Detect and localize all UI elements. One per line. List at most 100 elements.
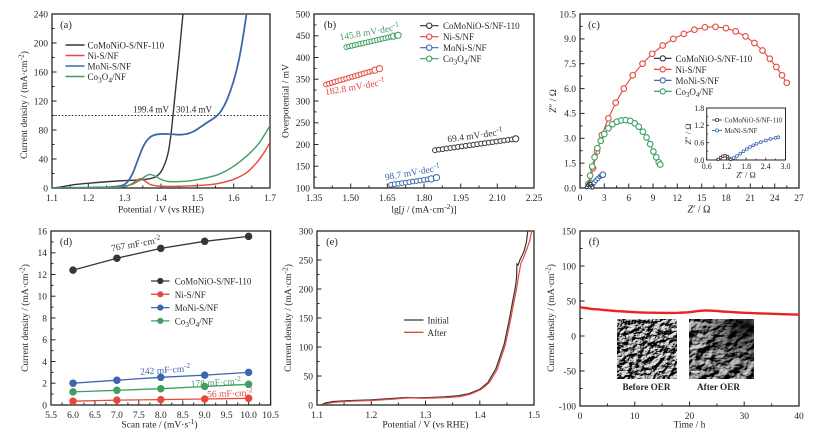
svg-text:1.4: 1.4 bbox=[474, 411, 486, 421]
svg-text:1.50: 1.50 bbox=[342, 194, 359, 204]
svg-text:8.5: 8.5 bbox=[177, 411, 189, 421]
svg-text:Current density / (mA·cm-2​): Current density / (mA·cm-2​) bbox=[281, 264, 295, 372]
svg-text:CoMoNiO-S/NF-110: CoMoNiO-S/NF-110 bbox=[175, 277, 252, 287]
svg-text:240: 240 bbox=[34, 10, 49, 20]
svg-text:10.5: 10.5 bbox=[559, 10, 576, 20]
svg-text:1.3: 1.3 bbox=[420, 411, 432, 421]
svg-text:(f): (f) bbox=[589, 237, 600, 248]
svg-text:Time / h: Time / h bbox=[674, 421, 706, 431]
svg-text:0: 0 bbox=[42, 401, 47, 411]
svg-text:301.4 mV: 301.4 mV bbox=[176, 104, 213, 114]
svg-text:300: 300 bbox=[299, 227, 314, 237]
svg-text:(d): (d) bbox=[60, 237, 73, 248]
svg-text:200: 200 bbox=[296, 141, 311, 151]
svg-text:CoMoNiO-S/NF-110: CoMoNiO-S/NF-110 bbox=[443, 21, 520, 31]
svg-text:Current density / (mA·cm-2​): Current density / (mA·cm-2​) bbox=[18, 264, 32, 372]
svg-text:500: 500 bbox=[296, 10, 311, 20]
svg-text:80: 80 bbox=[39, 126, 49, 136]
svg-text:6.0: 6.0 bbox=[564, 85, 576, 95]
svg-text:(e): (e) bbox=[326, 237, 338, 248]
svg-text:7.5: 7.5 bbox=[133, 411, 145, 421]
svg-text:CoMoNiO-S/NF-110: CoMoNiO-S/NF-110 bbox=[676, 54, 753, 64]
svg-text:9.5: 9.5 bbox=[221, 411, 233, 421]
svg-text:27: 27 bbox=[794, 194, 804, 204]
svg-text:16: 16 bbox=[38, 227, 48, 237]
svg-text:200: 200 bbox=[299, 285, 314, 295]
svg-text:Current density / (mA·cm-2​): Current density / (mA·cm-2​) bbox=[17, 51, 31, 159]
svg-text:0: 0 bbox=[571, 332, 576, 342]
svg-text:100: 100 bbox=[562, 262, 577, 272]
svg-text:1.4: 1.4 bbox=[155, 194, 167, 204]
svg-text:2: 2 bbox=[42, 380, 47, 390]
svg-text:4: 4 bbox=[42, 358, 47, 368]
svg-text:450: 450 bbox=[296, 32, 311, 42]
svg-text:3: 3 bbox=[602, 194, 607, 204]
svg-text:14: 14 bbox=[38, 249, 48, 259]
svg-text:CoMoNiO-S/NF-110: CoMoNiO-S/NF-110 bbox=[88, 41, 165, 51]
svg-text:150: 150 bbox=[562, 227, 577, 237]
svg-text:10: 10 bbox=[38, 293, 48, 303]
svg-text:lg[j / (mA·cm-2​)]: lg[j / (mA·cm-2​)] bbox=[391, 202, 456, 216]
svg-text:Z″ / Ω: Z″ / Ω bbox=[683, 123, 693, 144]
svg-text:6.0: 6.0 bbox=[67, 411, 79, 421]
svg-text:Ni-S/NF: Ni-S/NF bbox=[443, 32, 474, 42]
svg-text:(a): (a) bbox=[60, 20, 72, 31]
svg-text:1.8: 1.8 bbox=[694, 104, 704, 113]
svg-text:Ni-S/NF: Ni-S/NF bbox=[88, 51, 119, 61]
svg-text:Z′ / Ω: Z′ / Ω bbox=[736, 170, 756, 180]
svg-text:21: 21 bbox=[746, 194, 756, 204]
svg-text:Potential / V (vs RHE): Potential / V (vs RHE) bbox=[382, 420, 468, 431]
svg-text:7.5: 7.5 bbox=[564, 60, 576, 70]
svg-text:7.0: 7.0 bbox=[111, 411, 123, 421]
svg-text:1.95: 1.95 bbox=[452, 194, 469, 204]
svg-text:Before OER: Before OER bbox=[622, 382, 670, 392]
svg-text:2.10: 2.10 bbox=[489, 194, 506, 204]
svg-text:Z″ / Ω: Z″ / Ω bbox=[549, 89, 559, 113]
svg-text:5.5: 5.5 bbox=[45, 411, 57, 421]
svg-text:0: 0 bbox=[43, 184, 48, 194]
svg-text:9: 9 bbox=[651, 194, 656, 204]
svg-text:After OER: After OER bbox=[697, 382, 740, 392]
svg-text:0: 0 bbox=[578, 194, 583, 204]
svg-text:120: 120 bbox=[34, 97, 49, 107]
svg-text:300: 300 bbox=[296, 97, 311, 107]
svg-text:(c): (c) bbox=[588, 20, 600, 31]
svg-text:MoNi-S/NF: MoNi-S/NF bbox=[175, 303, 219, 313]
svg-text:1.5: 1.5 bbox=[564, 159, 576, 169]
svg-text:40: 40 bbox=[794, 412, 804, 422]
svg-text:24: 24 bbox=[770, 194, 780, 204]
svg-text:0.0: 0.0 bbox=[564, 184, 576, 194]
svg-text:(b): (b) bbox=[324, 20, 337, 31]
svg-text:20: 20 bbox=[685, 412, 695, 422]
svg-text:0: 0 bbox=[308, 401, 313, 411]
svg-text:1.1: 1.1 bbox=[311, 411, 323, 421]
svg-text:12: 12 bbox=[38, 271, 48, 281]
svg-text:160: 160 bbox=[34, 68, 49, 78]
svg-text:MoNi-S/NF: MoNi-S/NF bbox=[88, 62, 132, 72]
svg-text:12: 12 bbox=[673, 194, 683, 204]
svg-text:100: 100 bbox=[296, 184, 311, 194]
svg-text:50: 50 bbox=[304, 372, 314, 382]
svg-text:1.80: 1.80 bbox=[416, 194, 433, 204]
svg-text:-100: -100 bbox=[559, 402, 577, 412]
svg-text:10.5: 10.5 bbox=[262, 411, 279, 421]
svg-text:Current density / (mA·cm-2​): Current density / (mA·cm-2​) bbox=[544, 264, 558, 372]
svg-text:0: 0 bbox=[578, 412, 583, 422]
svg-text:1.2: 1.2 bbox=[721, 162, 731, 171]
svg-text:200: 200 bbox=[34, 39, 49, 49]
svg-text:1.6: 1.6 bbox=[228, 194, 240, 204]
svg-text:6: 6 bbox=[42, 336, 47, 346]
svg-text:50: 50 bbox=[567, 297, 577, 307]
svg-text:2.25: 2.25 bbox=[526, 194, 543, 204]
svg-text:8: 8 bbox=[42, 314, 47, 324]
svg-text:10: 10 bbox=[630, 412, 640, 422]
svg-text:10.0: 10.0 bbox=[240, 411, 257, 421]
svg-text:Z′ / Ω: Z′ / Ω bbox=[688, 205, 711, 216]
svg-text:-50: -50 bbox=[563, 367, 576, 377]
svg-text:199.4 mV: 199.4 mV bbox=[133, 104, 170, 114]
svg-text:150: 150 bbox=[296, 163, 311, 173]
svg-text:After: After bbox=[428, 328, 447, 338]
svg-text:8.0: 8.0 bbox=[155, 411, 167, 421]
svg-text:40: 40 bbox=[39, 155, 49, 165]
svg-text:1.8: 1.8 bbox=[741, 162, 751, 171]
